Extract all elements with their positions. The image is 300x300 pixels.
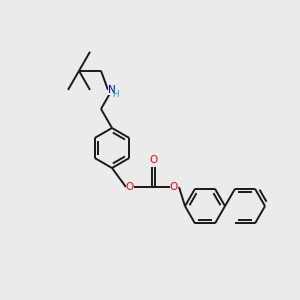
Text: O: O — [170, 182, 178, 192]
Text: N: N — [108, 85, 116, 95]
Text: O: O — [149, 155, 158, 165]
Text: H: H — [112, 90, 118, 99]
Text: O: O — [126, 182, 134, 192]
